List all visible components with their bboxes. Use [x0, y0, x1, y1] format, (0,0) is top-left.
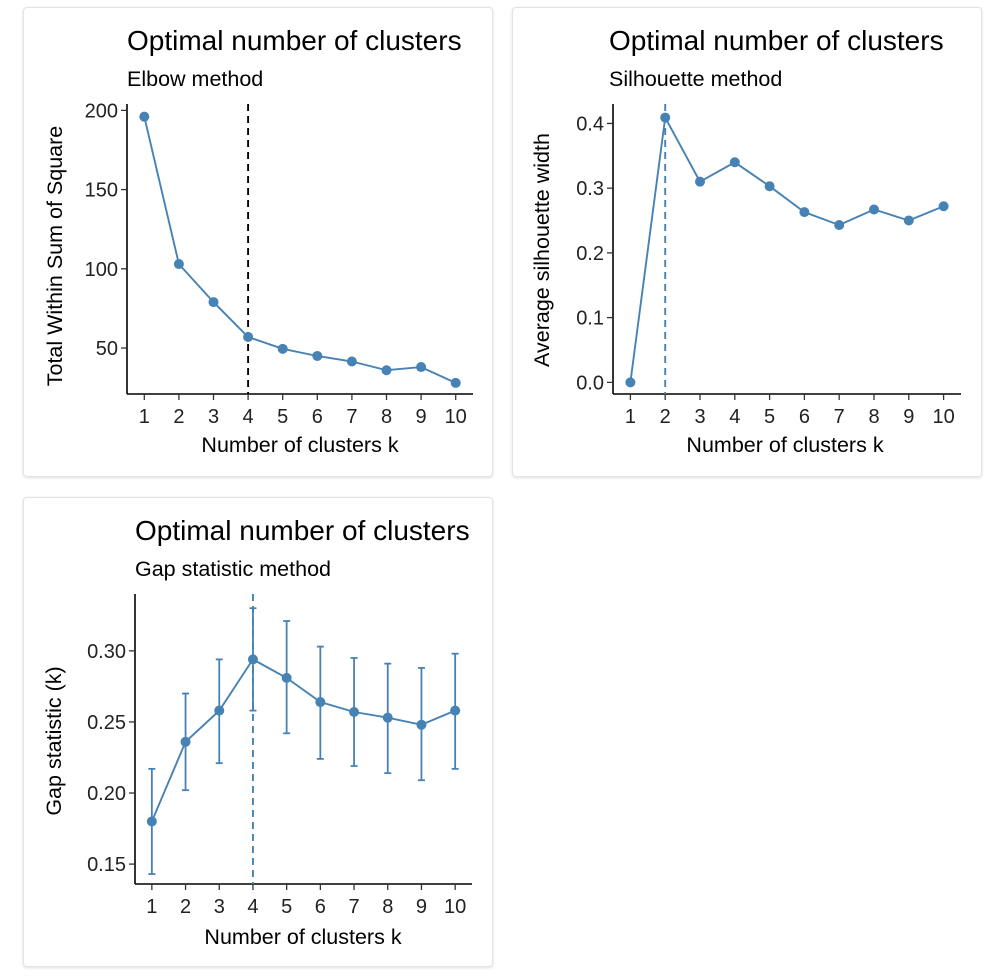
data-point: [625, 377, 636, 388]
x-tick-label: 10: [932, 406, 954, 428]
x-tick-label: 10: [444, 896, 466, 918]
data-point: [416, 362, 427, 373]
x-tick-label: 7: [834, 406, 845, 428]
data-point: [416, 719, 427, 730]
x-tick-label: 4: [729, 406, 740, 428]
data-point: [312, 350, 323, 361]
x-tick-label: 3: [214, 896, 225, 918]
data-point: [869, 204, 879, 215]
y-axis-label: Gap statistic (k): [42, 666, 66, 815]
y-tick-label: 150: [85, 180, 118, 202]
data-point: [315, 697, 326, 708]
data-point: [277, 343, 288, 354]
x-tick-label: 3: [208, 406, 219, 428]
y-tick-label: 0.25: [87, 712, 126, 734]
data-point: [146, 816, 157, 827]
data-point: [799, 207, 810, 218]
y-axis-label: Average silhouette width: [530, 133, 554, 367]
y-tick-label: 0.3: [576, 178, 604, 200]
x-tick-label: 5: [764, 406, 775, 428]
x-tick-label: 10: [445, 406, 467, 428]
x-axis-label: Number of clusters k: [204, 925, 401, 949]
data-point: [903, 215, 914, 226]
x-tick-label: 6: [315, 896, 326, 918]
elbow-panel: Optimal number of clusters Elbow method …: [23, 7, 493, 477]
chart-subtitle: Gap statistic method: [135, 557, 331, 581]
x-axis-label: Number of clusters k: [201, 433, 398, 457]
x-tick-label: 3: [694, 406, 705, 428]
data-point: [729, 157, 740, 168]
data-point: [243, 331, 254, 342]
x-tick-label: 6: [799, 406, 810, 428]
x-tick-label: 7: [348, 896, 359, 918]
data-point: [660, 112, 671, 123]
y-tick-label: 50: [96, 338, 118, 360]
x-tick-label: 8: [382, 896, 393, 918]
data-point: [180, 736, 191, 747]
gap-statistic-panel: Optimal number of clusters Gap statistic…: [23, 497, 493, 967]
x-tick-label: 2: [173, 406, 184, 428]
x-axis-label: Number of clusters k: [686, 433, 883, 457]
gap-statistic-chart: Optimal number of clusters Gap statistic…: [42, 515, 472, 949]
y-tick-label: 0.4: [576, 113, 604, 135]
x-tick-label: 1: [139, 406, 150, 428]
x-tick-label: 1: [625, 406, 636, 428]
chart-title: Optimal number of clusters: [127, 25, 462, 56]
silhouette-chart: Optimal number of clusters Silhouette me…: [530, 25, 961, 457]
data-point: [349, 706, 360, 717]
series-line: [150, 658, 456, 822]
data-point: [139, 111, 150, 122]
series-line: [143, 116, 457, 384]
y-tick-label: 0.15: [87, 854, 126, 876]
elbow-chart: Optimal number of clusters Elbow method …: [43, 25, 473, 457]
y-tick-label: 200: [85, 100, 118, 122]
y-tick-label: 100: [85, 259, 118, 281]
data-point: [834, 220, 845, 231]
y-tick-label: 0.30: [87, 641, 126, 663]
data-point: [764, 181, 775, 192]
x-tick-label: 8: [381, 406, 392, 428]
y-axis-label: Total Within Sum of Square: [43, 126, 67, 387]
chart-title: Optimal number of clusters: [135, 515, 470, 546]
x-tick-label: 9: [903, 406, 914, 428]
x-tick-label: 8: [868, 406, 879, 428]
data-point: [247, 654, 258, 665]
chart-subtitle: Elbow method: [127, 67, 263, 91]
silhouette-panel: Optimal number of clusters Silhouette me…: [512, 7, 982, 477]
y-tick-label: 0.1: [576, 308, 604, 330]
data-point: [208, 297, 219, 308]
x-tick-label: 5: [277, 406, 288, 428]
x-tick-label: 5: [281, 896, 292, 918]
data-point: [173, 259, 184, 270]
x-tick-label: 9: [416, 406, 427, 428]
y-tick-label: 0.20: [87, 783, 126, 805]
x-tick-label: 2: [660, 406, 671, 428]
y-tick-label: 0.0: [576, 372, 604, 394]
x-tick-label: 2: [180, 896, 191, 918]
data-point: [346, 356, 357, 367]
data-point: [450, 705, 461, 716]
data-point: [938, 201, 949, 212]
data-point: [281, 672, 292, 683]
chart-subtitle: Silhouette method: [609, 67, 782, 91]
data-point: [381, 365, 392, 376]
x-tick-label: 1: [146, 896, 157, 918]
x-tick-label: 9: [416, 896, 427, 918]
data-point: [450, 377, 461, 388]
x-tick-label: 4: [247, 896, 258, 918]
data-point: [214, 705, 225, 716]
data-point: [382, 712, 393, 723]
x-tick-label: 6: [312, 406, 323, 428]
x-tick-label: 7: [346, 406, 357, 428]
y-tick-label: 0.2: [576, 243, 604, 265]
chart-title: Optimal number of clusters: [609, 25, 944, 56]
x-tick-label: 4: [243, 406, 254, 428]
data-point: [695, 176, 705, 187]
series-line: [629, 114, 944, 383]
